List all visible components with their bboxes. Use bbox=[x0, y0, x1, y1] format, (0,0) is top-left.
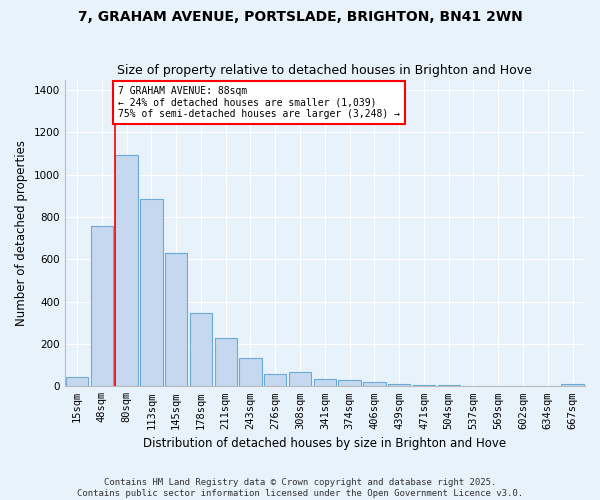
Bar bbox=[314, 379, 336, 386]
Y-axis label: Number of detached properties: Number of detached properties bbox=[15, 140, 28, 326]
Text: 7 GRAHAM AVENUE: 88sqm
← 24% of detached houses are smaller (1,039)
75% of semi-: 7 GRAHAM AVENUE: 88sqm ← 24% of detached… bbox=[118, 86, 400, 119]
Bar bbox=[363, 382, 386, 386]
Text: Contains HM Land Registry data © Crown copyright and database right 2025.
Contai: Contains HM Land Registry data © Crown c… bbox=[77, 478, 523, 498]
Bar bbox=[115, 154, 138, 386]
Bar bbox=[289, 372, 311, 386]
Bar bbox=[413, 384, 435, 386]
X-axis label: Distribution of detached houses by size in Brighton and Hove: Distribution of detached houses by size … bbox=[143, 437, 506, 450]
Bar bbox=[338, 380, 361, 386]
Bar bbox=[66, 377, 88, 386]
Bar bbox=[215, 338, 237, 386]
Bar bbox=[140, 199, 163, 386]
Bar bbox=[562, 384, 584, 386]
Bar bbox=[165, 253, 187, 386]
Bar bbox=[437, 385, 460, 386]
Bar bbox=[388, 384, 410, 386]
Title: Size of property relative to detached houses in Brighton and Hove: Size of property relative to detached ho… bbox=[118, 64, 532, 77]
Bar bbox=[91, 226, 113, 386]
Bar bbox=[264, 374, 286, 386]
Text: 7, GRAHAM AVENUE, PORTSLADE, BRIGHTON, BN41 2WN: 7, GRAHAM AVENUE, PORTSLADE, BRIGHTON, B… bbox=[77, 10, 523, 24]
Bar bbox=[190, 314, 212, 386]
Bar bbox=[239, 358, 262, 386]
